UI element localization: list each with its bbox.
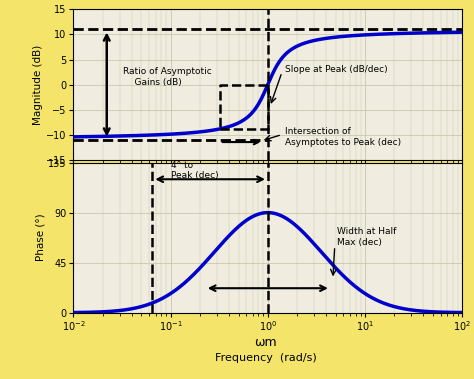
Text: 4° to
Peak (dec): 4° to Peak (dec) <box>171 161 218 180</box>
Text: ωm: ωm <box>254 337 277 349</box>
Text: Ratio of Asymptotic
    Gains (dB): Ratio of Asymptotic Gains (dB) <box>123 67 211 87</box>
Y-axis label: Phase (°): Phase (°) <box>35 214 45 262</box>
Y-axis label: Magnitude (dB): Magnitude (dB) <box>33 44 43 125</box>
Text: Frequency  (rad/s): Frequency (rad/s) <box>215 353 316 363</box>
Text: Width at Half
Max (dec): Width at Half Max (dec) <box>337 227 396 247</box>
Text: Intersection of
Asymptotes to Peak (dec): Intersection of Asymptotes to Peak (dec) <box>285 127 401 147</box>
Text: Slope at Peak (dB/dec): Slope at Peak (dB/dec) <box>285 65 388 74</box>
